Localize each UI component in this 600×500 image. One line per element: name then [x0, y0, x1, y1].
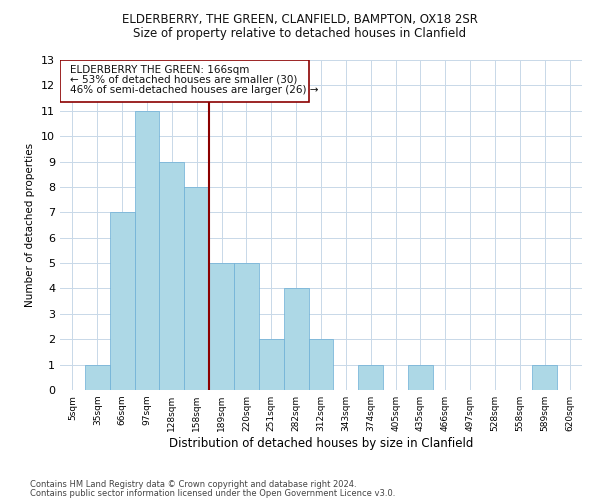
Text: Size of property relative to detached houses in Clanfield: Size of property relative to detached ho…	[133, 28, 467, 40]
Text: ELDERBERRY, THE GREEN, CLANFIELD, BAMPTON, OX18 2SR: ELDERBERRY, THE GREEN, CLANFIELD, BAMPTO…	[122, 12, 478, 26]
Text: ELDERBERRY THE GREEN: 166sqm: ELDERBERRY THE GREEN: 166sqm	[70, 64, 250, 74]
Bar	[160, 162, 184, 390]
Bar	[110, 212, 134, 390]
Bar	[358, 364, 383, 390]
Bar	[184, 187, 209, 390]
Bar	[85, 364, 110, 390]
Text: 46% of semi-detached houses are larger (26) →: 46% of semi-detached houses are larger (…	[70, 86, 319, 96]
Bar	[234, 263, 259, 390]
Bar	[308, 339, 334, 390]
Bar	[408, 364, 433, 390]
Bar	[134, 111, 160, 390]
Y-axis label: Number of detached properties: Number of detached properties	[25, 143, 35, 307]
Text: Contains public sector information licensed under the Open Government Licence v3: Contains public sector information licen…	[30, 490, 395, 498]
X-axis label: Distribution of detached houses by size in Clanfield: Distribution of detached houses by size …	[169, 437, 473, 450]
FancyBboxPatch shape	[61, 60, 308, 102]
Bar	[209, 263, 234, 390]
Text: Contains HM Land Registry data © Crown copyright and database right 2024.: Contains HM Land Registry data © Crown c…	[30, 480, 356, 489]
Bar	[284, 288, 308, 390]
Bar	[532, 364, 557, 390]
Bar	[259, 339, 284, 390]
Text: ← 53% of detached houses are smaller (30): ← 53% of detached houses are smaller (30…	[70, 74, 298, 85]
